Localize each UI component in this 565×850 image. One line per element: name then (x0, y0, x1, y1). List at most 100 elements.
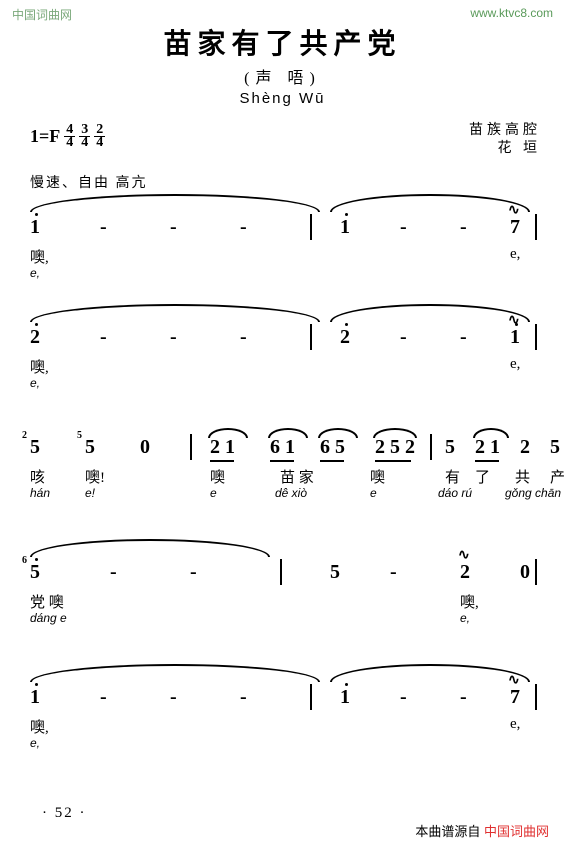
slur (30, 304, 320, 322)
note: 0 (140, 436, 150, 459)
grace-note: 6 (22, 555, 27, 566)
note: - (240, 326, 247, 349)
pinyin: e, (30, 736, 40, 750)
note: 2 (340, 326, 350, 349)
beam (210, 460, 234, 462)
octave-dot (35, 213, 38, 216)
note: 2 5 2 (375, 436, 415, 459)
credit-line-2: 花 垣 (469, 140, 541, 158)
trill-icon: ∿ (508, 672, 520, 689)
octave-dot (35, 683, 38, 686)
lyric: e, (510, 246, 520, 263)
slur (30, 664, 320, 682)
note: 5 (550, 436, 560, 459)
trill-icon: ∿ (458, 547, 470, 564)
note: - (390, 561, 397, 584)
pinyin: e (370, 486, 377, 500)
pinyin: e, (30, 376, 40, 390)
note: 2 (460, 561, 470, 584)
note: 1 (340, 216, 350, 239)
time-sig-1: 44 (64, 124, 75, 149)
lyric: 噢, (460, 591, 479, 612)
note: 2 1 (475, 436, 500, 459)
beam (475, 460, 499, 462)
barline (310, 214, 312, 240)
pinyin: dáng e (30, 611, 67, 625)
lyric: 噢, (30, 356, 49, 377)
note: 2 (30, 326, 40, 349)
barline (535, 559, 537, 585)
note: 6 1 (270, 436, 295, 459)
note: 7 (510, 686, 520, 709)
note: 5 (30, 561, 40, 584)
note: - (400, 216, 407, 239)
subtitle-pinyin: Shèng Wū (0, 90, 565, 107)
note: - (100, 216, 107, 239)
slur (30, 194, 320, 212)
note: 7 (510, 216, 520, 239)
note: 1 (340, 686, 350, 709)
pinyin: e, (460, 611, 470, 625)
tie (208, 428, 248, 438)
credit-line-1: 苗族高腔 (469, 122, 541, 140)
note: - (100, 686, 107, 709)
barline (535, 214, 537, 240)
barline (310, 324, 312, 350)
pinyin: gǒng chān (505, 486, 561, 500)
lyric: 了 (475, 466, 490, 487)
note: 2 (520, 436, 530, 459)
octave-dot (345, 323, 348, 326)
octave-dot (35, 323, 38, 326)
barline (535, 324, 537, 350)
tempo-marking: 慢速、自由 高亢 (30, 172, 148, 192)
lyric: 噢, (30, 716, 49, 737)
pinyin: e (210, 486, 217, 500)
lyric: 苗 家 (280, 466, 314, 487)
note: - (400, 326, 407, 349)
time-sig-3: 24 (94, 124, 105, 149)
key-label: 1=F (30, 126, 60, 147)
pinyin: e, (30, 266, 40, 280)
tie (268, 428, 308, 438)
beam (375, 460, 411, 462)
lyric: 共 (515, 466, 530, 487)
lyric: 噢 (210, 466, 225, 487)
note: - (170, 326, 177, 349)
tie (373, 428, 417, 438)
note: 1 (30, 216, 40, 239)
grace-note: 5 (77, 430, 82, 441)
lyric: e, (510, 716, 520, 733)
barline (535, 684, 537, 710)
tie (473, 428, 509, 438)
octave-dot (345, 683, 348, 686)
footer-source: 中国词曲网 (484, 824, 549, 839)
pinyin: dáo rú (438, 486, 472, 500)
beam (320, 460, 344, 462)
slur (330, 664, 530, 682)
note: - (190, 561, 197, 584)
slur (330, 194, 530, 212)
key-signature: 1=F 44 34 24 (30, 124, 105, 149)
pinyin: dê xiò (275, 486, 307, 500)
lyric: e, (510, 356, 520, 373)
note: - (460, 686, 467, 709)
note: - (110, 561, 117, 584)
note: 5 (330, 561, 340, 584)
barline (430, 434, 432, 460)
note: 0 (520, 561, 530, 584)
slur (30, 539, 270, 557)
note: - (170, 216, 177, 239)
note: 6 5 (320, 436, 345, 459)
trill-icon: ∿ (508, 202, 520, 219)
note: 5 (85, 436, 95, 459)
pinyin: e! (85, 486, 95, 500)
note: - (240, 686, 247, 709)
tie (318, 428, 358, 438)
footer-attribution: 本曲谱源自 中国词曲网 (415, 821, 549, 840)
song-title: 苗家有了共产党 (0, 22, 565, 62)
footer-text: 本曲谱源自 (415, 824, 484, 839)
lyric: 有 (445, 466, 460, 487)
credits: 苗族高腔 花 垣 (469, 122, 541, 158)
barline (280, 559, 282, 585)
note: - (460, 216, 467, 239)
